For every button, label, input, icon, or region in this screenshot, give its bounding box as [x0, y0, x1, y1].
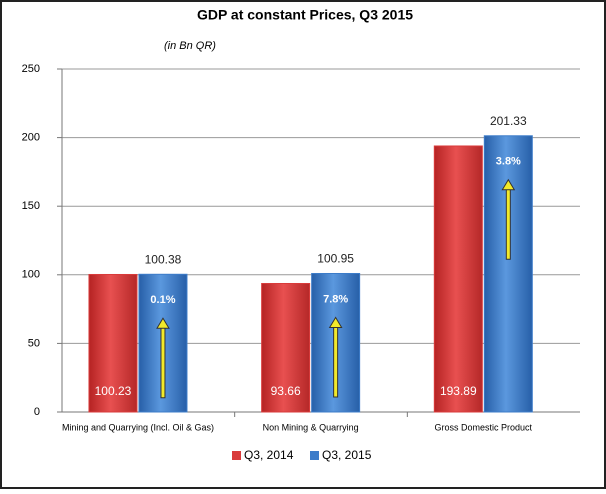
growth-label: 7.8%: [323, 293, 348, 305]
growth-arrow-head: [156, 317, 170, 329]
x-tick-label: Mining and Quarrying (Incl. Oil & Gas): [62, 422, 214, 432]
y-tick-label: 200: [22, 132, 40, 144]
value-label: 93.66: [271, 384, 301, 398]
growth-arrow-head: [501, 178, 516, 191]
legend-swatch: [232, 451, 241, 460]
growth-label: 3.8%: [496, 156, 521, 168]
growth-arrow-head: [328, 316, 343, 328]
chart-title: GDP at constant Prices, Q3 2015: [197, 7, 413, 23]
value-label: 100.95: [317, 252, 354, 266]
bar: [261, 282, 311, 413]
bar: [433, 145, 483, 413]
value-label: 193.89: [440, 384, 477, 398]
y-tick-label: 0: [34, 406, 40, 418]
y-tick-label: 250: [22, 63, 40, 75]
y-tick-label: 150: [22, 200, 40, 212]
value-label: 100.23: [95, 384, 132, 398]
bar: [88, 273, 138, 413]
bar: [483, 135, 533, 413]
legend-label: Q3, 2015: [322, 448, 372, 462]
value-label: 201.33: [490, 114, 527, 128]
x-tick-label: Non Mining & Quarrying: [263, 422, 359, 432]
value-label: 100.38: [145, 252, 182, 266]
growth-label: 0.1%: [150, 294, 175, 306]
x-tick-label: Gross Domestic Product: [435, 422, 533, 432]
legend-label: Q3, 2014: [244, 448, 294, 462]
y-tick-label: 100: [22, 269, 40, 281]
legend-swatch: [310, 451, 319, 460]
y-tick-label: 50: [28, 337, 40, 349]
chart-subtitle: (in Bn QR): [164, 40, 216, 52]
